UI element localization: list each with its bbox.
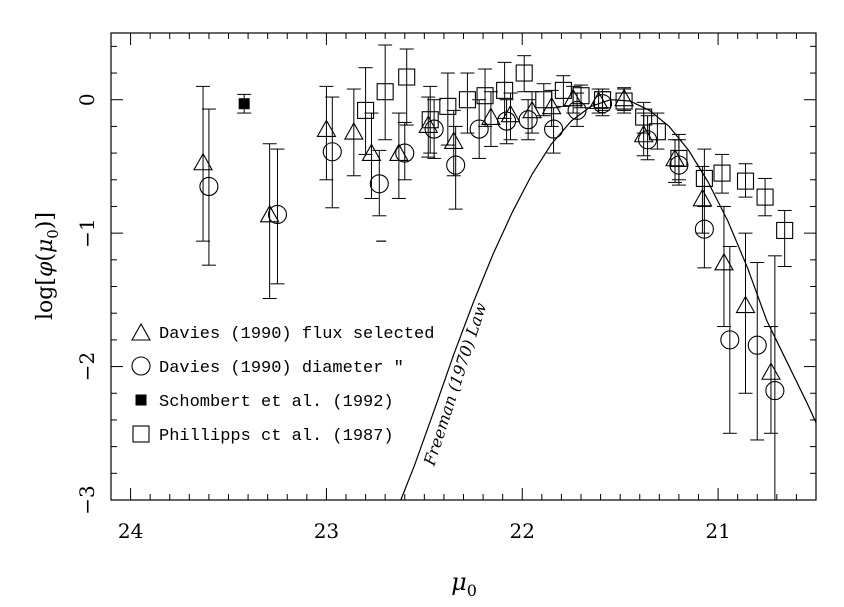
triangle-open-point (259, 204, 280, 223)
square-open-point (572, 87, 590, 105)
legend-marker (135, 394, 147, 406)
circle-open-point (694, 219, 714, 239)
triangle-open-point (361, 143, 382, 161)
legend-label: Phillipps ct al. (1987) (159, 427, 394, 446)
square-open-point (458, 91, 476, 109)
plot-area (193, 44, 816, 500)
triangle-open-point (316, 119, 337, 137)
triangle-open-point (735, 295, 756, 314)
square-open-point (515, 64, 533, 82)
triangle-open-point (692, 188, 713, 207)
y-tick-label: −1 (75, 218, 99, 247)
circle-open-point (720, 330, 740, 350)
circle-open-point (267, 204, 288, 225)
square-open-point (670, 149, 688, 167)
x-tick-label: 24 (118, 519, 143, 543)
legend-label: Davies (1990) diameter " (159, 359, 404, 378)
circle-open-point (424, 119, 444, 139)
square-open-point (635, 108, 653, 126)
circle-open-point (518, 110, 538, 130)
triangle-open-point (193, 152, 213, 171)
legend-label: Schombert et al. (1992) (159, 393, 394, 412)
square-open-point (398, 68, 416, 86)
triangle-open-point (522, 100, 542, 119)
circle-open-point (765, 381, 785, 401)
circle-open-point (497, 111, 517, 131)
square-open-point (554, 81, 572, 99)
y-tick-label: 0 (75, 93, 99, 106)
triangle-open-point (418, 115, 439, 133)
square-open-point (439, 97, 457, 115)
square-open-point (713, 164, 731, 182)
x-tick-label: 23 (314, 519, 339, 543)
triangle-open-point (633, 124, 654, 143)
plot-data (193, 44, 816, 500)
circle-open-point (747, 335, 767, 355)
axes: 24 23 22 21 0 −1 −2 −3 (75, 32, 817, 543)
triangle-open-point (714, 252, 734, 271)
y-tick-label: −3 (75, 485, 99, 514)
triangle-open-point (761, 362, 781, 380)
legend-marker (131, 356, 151, 376)
x-axis-label: μ0 (451, 568, 477, 600)
square-filled-point (238, 98, 250, 110)
circle-open-point (369, 174, 389, 194)
freeman-law-curve (400, 99, 816, 500)
circle-open-point (395, 143, 415, 163)
y-tick-label: −2 (75, 352, 99, 381)
legend-marker (132, 425, 150, 443)
triangle-open-point (343, 121, 364, 140)
circle-open-point (446, 155, 466, 175)
x-tick-label: 22 (510, 519, 535, 543)
square-open-point (756, 188, 774, 206)
legend: Davies (1990) flux selected Davies (1990)… (131, 322, 434, 446)
square-open-point (695, 169, 713, 187)
square-open-point (476, 87, 494, 105)
circle-open-point (199, 176, 219, 196)
triangle-open-point (563, 88, 584, 107)
triangle-open-point (541, 96, 562, 115)
circle-open-point (544, 119, 564, 139)
square-open-point (421, 111, 439, 129)
square-open-point (376, 83, 394, 101)
circle-open-point (469, 119, 489, 139)
triangle-open-point (480, 107, 501, 125)
square-open-point (496, 81, 514, 99)
square-open-point (357, 101, 375, 119)
legend-label: Davies (1990) flux selected (159, 325, 434, 344)
y-axis-label: log[φ(μ0)] (33, 212, 62, 320)
triangle-open-point (500, 104, 521, 123)
square-open-point (535, 91, 553, 109)
legend-marker (131, 322, 151, 341)
triangle-open-point (443, 131, 464, 149)
square-open-point (776, 221, 794, 240)
square-open-point (736, 172, 755, 190)
square-open-point (615, 92, 633, 110)
x-tick-label: 21 (705, 519, 730, 543)
circle-open-point (322, 142, 342, 162)
square-open-point (648, 123, 666, 141)
